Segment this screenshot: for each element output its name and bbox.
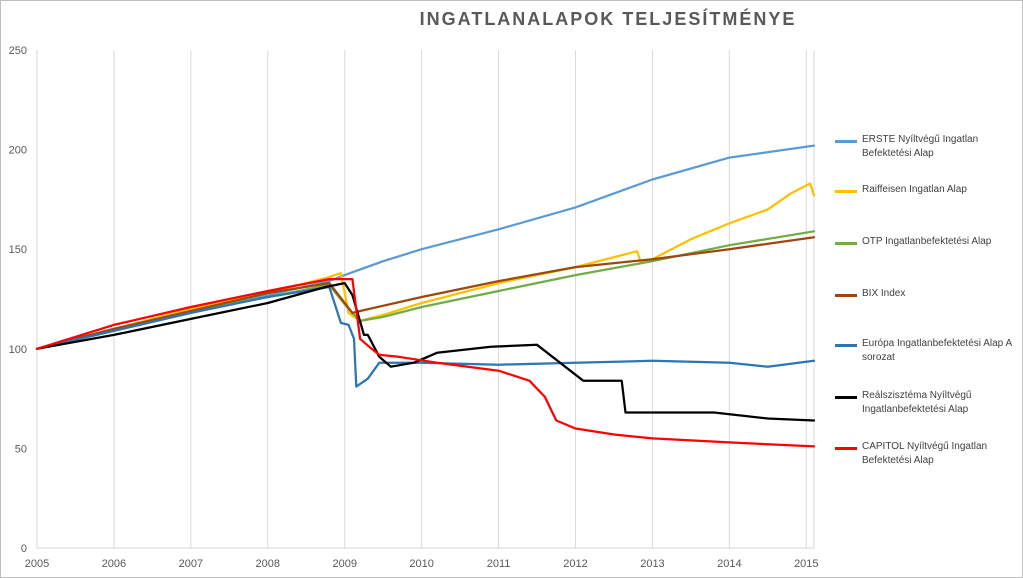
- legend-swatch: [835, 294, 857, 297]
- legend-label: Reálszisztéma Nyíltvégű Ingatlanbefektet…: [862, 390, 972, 415]
- legend-swatch: [835, 140, 857, 143]
- x-tick-label: 2009: [332, 558, 356, 570]
- series-line-4: [35, 285, 816, 388]
- series-line-3: [35, 236, 816, 350]
- x-tick-label: 2011: [487, 558, 511, 570]
- legend-label: ERSTE Nyíltvégű Ingatlan Befektetési Ala…: [862, 134, 979, 159]
- x-tick-label: 2015: [794, 558, 818, 570]
- x-tick-label: 2005: [25, 558, 49, 570]
- x-tick-label: 2010: [409, 558, 433, 570]
- legend-label: OTP Ingatlanbefektetési Alap: [862, 236, 992, 247]
- legend-label: CAPITOL Nyíltvégű Ingatlan Befektetési A…: [862, 441, 988, 466]
- legend-swatch: [835, 396, 857, 399]
- series-line-1: [35, 182, 816, 350]
- chart-title: INGATLANALAPOK TELJESÍTMÉNYE: [419, 9, 797, 29]
- y-tick-label: 200: [9, 145, 27, 157]
- legend-label: BIX Index: [862, 288, 906, 299]
- legend-label: Raiffeisen Ingatlan Alap: [862, 184, 967, 195]
- x-tick-label: 2013: [640, 558, 664, 570]
- legend-swatch: [835, 190, 857, 193]
- legend-label: Európa Ingatlanbefektetési Alap A soroza…: [862, 338, 1012, 363]
- y-tick-label: 250: [9, 45, 27, 57]
- y-tick-label: 100: [9, 344, 27, 356]
- x-tick-label: 2007: [179, 558, 203, 570]
- tick-labels: 2005 2006 2007 2008 2009 2010 2011 2012 2013 2014…: [9, 45, 819, 570]
- x-tick-label: 2012: [563, 558, 587, 570]
- x-tick-label: 2008: [256, 558, 280, 570]
- axes: [36, 50, 814, 549]
- legend-swatch: [835, 242, 857, 245]
- series-line-5: [35, 281, 816, 422]
- series-line-6: [35, 277, 816, 448]
- y-tick-label: 0: [21, 543, 27, 555]
- y-tick-label: 50: [15, 443, 27, 455]
- legend-swatch: [835, 344, 857, 347]
- legend-swatch: [835, 447, 857, 450]
- x-tick-label: 2006: [102, 558, 126, 570]
- y-tick-label: 150: [9, 244, 27, 256]
- grid-lines: [113, 50, 815, 548]
- series-lines: [35, 144, 816, 448]
- x-tick-label: 2014: [717, 558, 741, 570]
